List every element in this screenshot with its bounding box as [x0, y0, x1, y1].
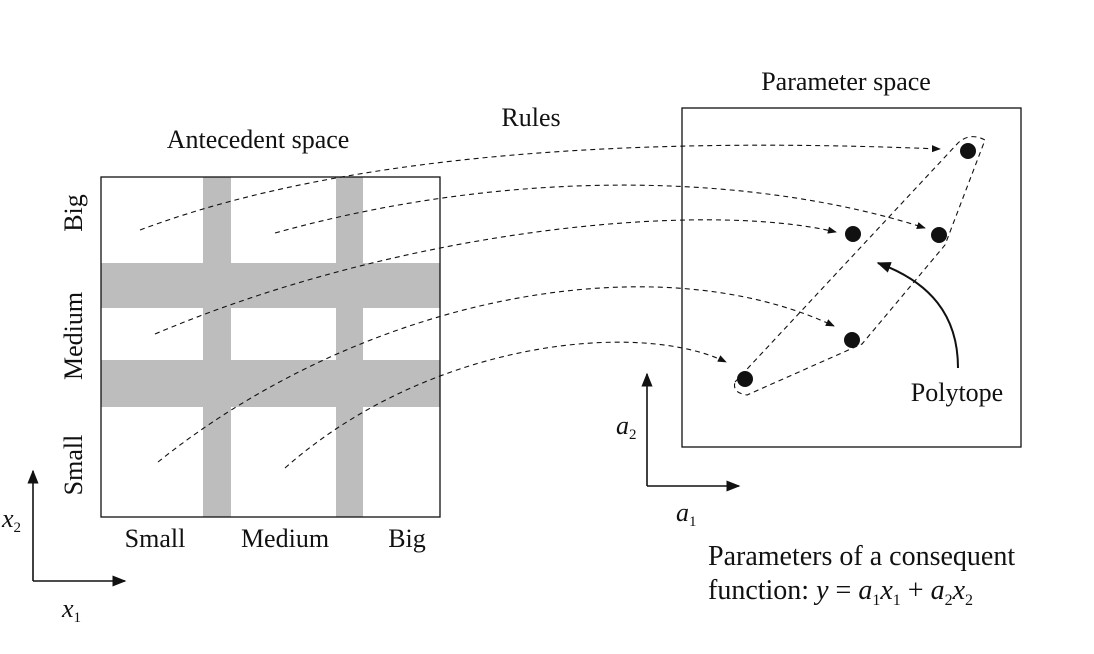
- parameter-point-1: [960, 143, 976, 159]
- parameter-title: Parameter space: [761, 67, 931, 96]
- equation-token: +: [901, 575, 931, 606]
- parameter-points: [737, 143, 976, 387]
- parameter-point-5: [737, 371, 753, 387]
- y-label-big: Big: [59, 194, 88, 232]
- y-label-medium: Medium: [59, 292, 88, 380]
- equation-token: a: [858, 575, 872, 606]
- equation-token: 1: [872, 592, 880, 609]
- caption-prefix: function:: [708, 575, 816, 606]
- antecedent-title: Antecedent space: [167, 125, 350, 154]
- equation-token: 1: [893, 592, 901, 609]
- consequent-equation: y = a1x1 + a2x2: [813, 575, 973, 609]
- parameter-point-2: [931, 227, 947, 243]
- equation-token: =: [829, 575, 859, 606]
- x1-axis-label: x1: [61, 594, 81, 626]
- x-label-big: Big: [388, 524, 426, 553]
- equation-token: y: [813, 575, 829, 606]
- equation-token: x: [879, 575, 893, 606]
- horizontal-band-1: [101, 263, 440, 308]
- caption-line-1: Parameters of a consequent: [708, 541, 1015, 572]
- polytope-label: Polytope: [911, 378, 1003, 407]
- x2-axis-label: x2: [1, 504, 21, 536]
- horizontal-band-2: [101, 360, 440, 407]
- rule-arrow-4: [157, 286, 835, 463]
- equation-token: x: [952, 575, 966, 606]
- equation-token: a: [931, 575, 945, 606]
- parameter-point-3: [845, 226, 861, 242]
- polytope-pointer-arrow: [876, 262, 959, 369]
- parameter-axes: [641, 372, 741, 492]
- rule-arrow-2: [274, 184, 926, 234]
- antecedent-grid: [100, 176, 441, 518]
- antecedent-axes: [27, 469, 127, 587]
- equation-token: 2: [965, 592, 973, 609]
- polytope-outline: [733, 136, 986, 396]
- vertical-band-2: [336, 177, 363, 517]
- a2-axis-label: a2: [616, 411, 637, 443]
- x-label-medium: Medium: [241, 524, 329, 553]
- a1-axis-label: a1: [676, 498, 697, 530]
- rule-arrows: [139, 144, 941, 469]
- vertical-band-1: [203, 177, 231, 517]
- rules-label: Rules: [501, 103, 560, 132]
- antecedent-frame: [100, 176, 441, 518]
- parameter-point-4: [844, 332, 860, 348]
- y-label-small: Small: [59, 435, 88, 496]
- x-label-small: Small: [125, 524, 186, 553]
- rule-arrow-5: [284, 341, 727, 469]
- caption-line-2: function: y = a1x1 + a2x2: [708, 575, 973, 609]
- equation-token: 2: [945, 592, 953, 609]
- parameter-frame: [681, 107, 1022, 448]
- rule-arrow-1: [139, 144, 941, 231]
